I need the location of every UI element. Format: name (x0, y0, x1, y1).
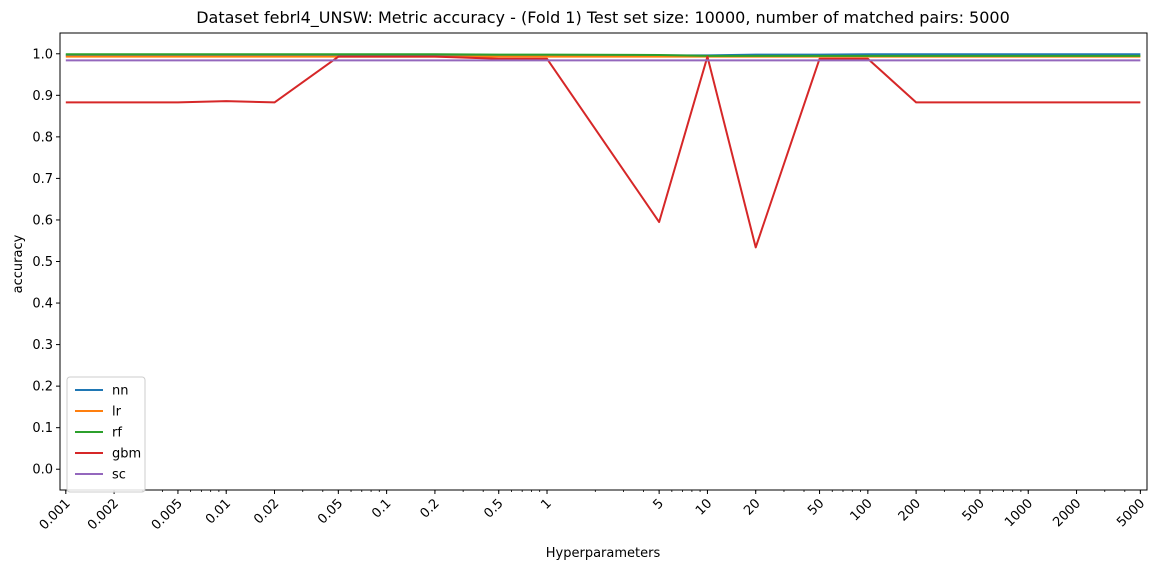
x-tick-label: 0.2 (418, 496, 443, 521)
x-tick-label: 0.05 (315, 496, 346, 527)
y-tick-label: 0.0 (32, 463, 53, 478)
y-tick-label: 0.4 (32, 297, 53, 312)
x-tick-label: 1 (538, 496, 554, 512)
plot-area: 0.001 0.002 0.005 0.01 0.02 0.05 0.1 0.2 0.5 1 5 10… (32, 32, 1148, 533)
x-tick-label: 0.02 (251, 496, 282, 527)
x-axis: 0.001 0.002 0.005 0.01 0.02 0.05 0.1 0.2 0.5 1 5 10… (37, 490, 1148, 533)
x-tick-label: 50 (805, 496, 827, 518)
chart-title: Dataset febrl4_UNSW: Metric accuracy - (… (196, 8, 1010, 28)
x-tick-label: 5000 (1114, 496, 1148, 530)
x-tick-label: 100 (848, 496, 876, 524)
y-tick-label: 0.1 (32, 421, 53, 436)
y-tick-label: 0.5 (32, 255, 53, 270)
y-axis-title: accuracy (11, 234, 26, 293)
y-tick-label: 1.0 (32, 47, 53, 62)
x-tick-label: 5 (651, 496, 667, 512)
x-tick-label: 0.002 (85, 496, 122, 533)
y-tick-label: 0.7 (32, 172, 53, 187)
x-tick-label: 0.001 (37, 496, 74, 533)
x-tick-label: 10 (693, 496, 715, 518)
legend-label-gbm: gbm (112, 447, 141, 462)
x-tick-label: 200 (896, 496, 924, 524)
legend-label-sc: sc (112, 468, 126, 483)
y-tick-label: 0.3 (32, 338, 53, 353)
y-tick-label: 0.6 (32, 213, 53, 228)
x-tick-label: 20 (741, 496, 763, 518)
x-tick-label: 0.5 (481, 496, 506, 521)
legend-label-rf: rf (112, 426, 122, 441)
x-tick-label: 500 (960, 496, 988, 524)
series-line-rf (65, 53, 1141, 57)
y-axis: 0.0 0.1 0.2 0.3 0.4 0.5 0.6 0.7 0.8 0.9 1.0 (32, 47, 60, 478)
x-tick-label: 0.1 (369, 496, 394, 521)
x-axis-title: Hyperparameters (546, 546, 661, 561)
legend-label-nn: nn (112, 384, 128, 399)
x-tick-label: 1000 (1002, 496, 1036, 530)
legend: nn lr rf gbm sc (66, 376, 146, 493)
legend-label-lr: lr (112, 405, 122, 420)
series-line-gbm (65, 55, 1141, 249)
x-tick-label: 0.005 (149, 496, 186, 533)
x-tick-label: 2000 (1050, 496, 1084, 530)
series-group (65, 53, 1141, 249)
y-tick-label: 0.8 (32, 130, 53, 145)
legend-box (66, 376, 146, 493)
y-tick-label: 0.9 (32, 89, 53, 104)
y-tick-label: 0.2 (32, 380, 53, 395)
x-tick-label: 0.01 (203, 496, 234, 527)
